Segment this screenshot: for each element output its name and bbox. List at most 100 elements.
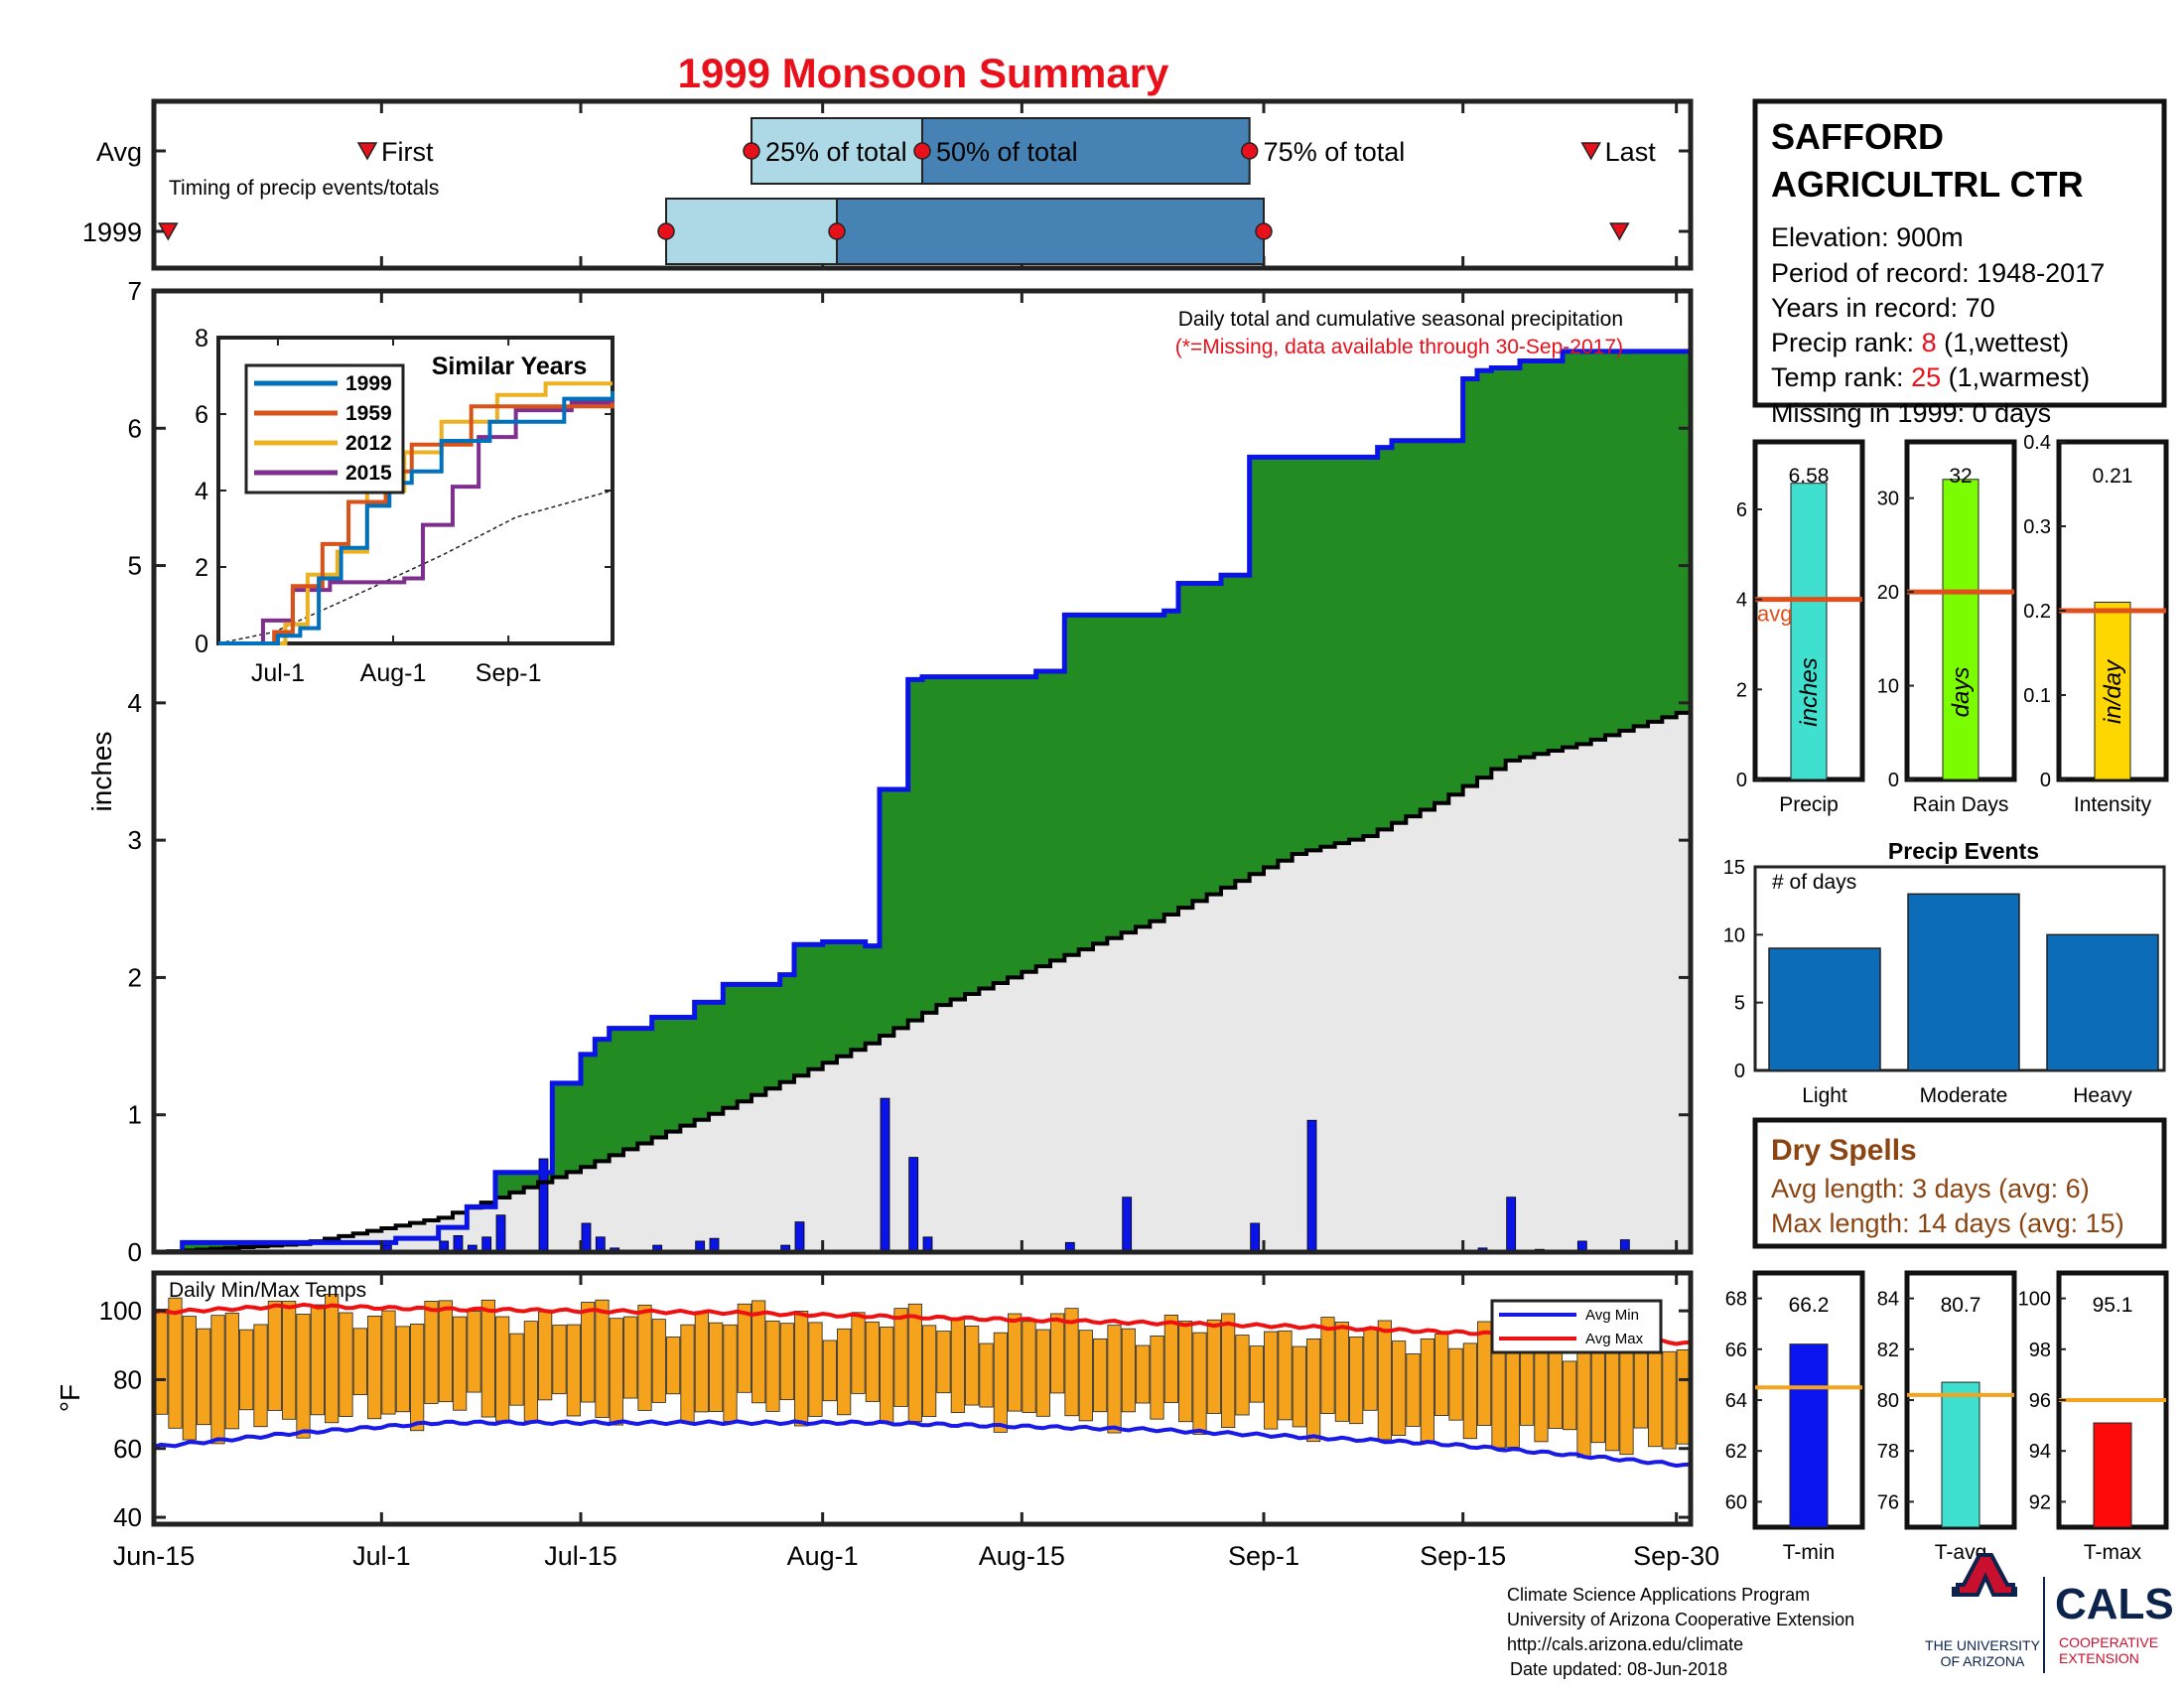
daily-temp-range-bar [267, 1300, 282, 1411]
precip-event-bar [1768, 947, 1881, 1071]
daily-temp-range-bar [779, 1323, 794, 1401]
avg-min-line [153, 1419, 1692, 1469]
date-axis-tick-label: Aug-1 [787, 1541, 859, 1571]
daily-temp-range-bar [410, 1324, 425, 1432]
precip-event-bar [1907, 893, 2020, 1071]
daily-temp-range-bar [438, 1300, 453, 1403]
timing-last-label: Last [1605, 137, 1657, 167]
station-elevation: Elevation: 900m [1771, 222, 1964, 252]
daily-temp-range-bar [1306, 1338, 1321, 1443]
timing-box-50-75 [921, 117, 1251, 185]
daily-temp-range-bar [480, 1299, 495, 1418]
daily-temp-range-bar [680, 1324, 695, 1424]
dry-spells-title: Dry Spells [1771, 1134, 1917, 1167]
main-chart-frame [151, 288, 1694, 1255]
temp-summary-label-tavg: T-avg [1935, 1541, 1987, 1564]
dry-spells-max-length: Max length: 14 days (avg: 15) [1771, 1208, 2124, 1238]
precip-event-bar [2046, 933, 2159, 1071]
daily-temp-range-bar [367, 1315, 382, 1420]
daily-temp-range-bar [1505, 1342, 1520, 1448]
precip-event-label: Heavy [2073, 1084, 2132, 1107]
daily-temp-range-bar [1548, 1346, 1563, 1429]
daily-temp-range-bar [395, 1326, 410, 1413]
daily-temp-range-bar [339, 1312, 353, 1417]
precip-events-ylabel: # of days [1772, 871, 1856, 894]
daily-temp-range-bar [1078, 1330, 1093, 1422]
precip-event-label: Moderate [1920, 1084, 2008, 1107]
temp-summary-label-tmin: T-min [1783, 1541, 1836, 1564]
daily-temp-range-bar [637, 1304, 652, 1411]
station-name-line1: SAFFORD [1771, 116, 1944, 157]
summary-label-intensity: Intensity [2074, 793, 2152, 816]
temp-summary-value-tmin: 66.2 [1789, 1294, 1830, 1317]
daily-temp-range-bar [552, 1325, 567, 1395]
daily-temp-range-bar [1235, 1335, 1250, 1416]
summary-label-precip: Precip [1779, 793, 1839, 816]
date-axis-labels: Jun-15 Jul-1 Jul-15 Aug-1 Aug-15 Sep-1 Sep-15 S… [113, 1541, 1719, 1571]
daily-temp-range-bar [1093, 1338, 1108, 1413]
temp-summary-bar-tmin [1789, 1343, 1829, 1528]
timing-percentile-marker [657, 222, 675, 240]
daily-temp-range-bar [1334, 1322, 1349, 1422]
temp-summary-value-tavg: 80.7 [1941, 1294, 1981, 1317]
inset-y-tick-label: 8 [195, 325, 208, 353]
timing-row-label-avg: Avg [96, 137, 142, 167]
temp-legend-box [1490, 1299, 1663, 1354]
timing-percentile-marker [743, 142, 760, 160]
summary-bar-intensity [2094, 602, 2131, 780]
temp-chart-layer [153, 1294, 1692, 1469]
summary-tick-label-raindays: 30 [1877, 489, 1899, 510]
inset-legend-label: 1959 [345, 402, 392, 425]
timing-first-label: First [381, 137, 434, 167]
daily-temp-range-bar [865, 1321, 880, 1402]
daily-temp-range-bar [1008, 1313, 1023, 1412]
daily-temp-range-bar [467, 1311, 481, 1393]
timing-25-label: 25% of total [765, 137, 907, 167]
temp-y-tick-label: 60 [113, 1434, 142, 1464]
daily-temp-range-bar [1163, 1315, 1178, 1403]
ua-logo-line2: OF ARIZONA [1941, 1653, 2025, 1669]
summary-tick-label-precip: 2 [1736, 679, 1747, 701]
timing-box-25-50 [665, 198, 838, 265]
surplus-precip-fill [154, 351, 1691, 1252]
daily-temp-range-bar [538, 1311, 553, 1401]
inset-x-tick-label: Aug-1 [360, 659, 427, 687]
daily-temp-range-bar [197, 1328, 211, 1426]
temp-summary-tick-label-tavg: 76 [1877, 1491, 1899, 1513]
daily-temp-range-bar [210, 1315, 225, 1445]
cals-logo-sub2: EXTENSION [2059, 1650, 2139, 1666]
temp-legend-min-label: Avg Min [1585, 1307, 1639, 1324]
timing-percentile-marker [1240, 142, 1259, 160]
daily-temp-range-bar [239, 1329, 254, 1411]
daily-temp-range-bar [495, 1316, 510, 1422]
summary-tick-label-precip: 4 [1736, 590, 1747, 612]
daily-temp-range-bar [851, 1312, 866, 1394]
date-axis-tick-label: Sep-15 [1420, 1541, 1506, 1571]
main-y-tick-label: 5 [128, 551, 142, 581]
daily-temp-range-bar [1434, 1334, 1449, 1416]
daily-precip-bar [880, 1097, 890, 1253]
temp-summary-tick-label-tmin: 62 [1725, 1441, 1747, 1463]
timing-first-last-marker [1580, 142, 1601, 161]
temp-y-tick-label: 80 [113, 1364, 142, 1394]
inset-legend-label: 2012 [345, 432, 392, 455]
inset-legend-label: 1999 [345, 372, 392, 395]
inset-y-tick-label: 0 [195, 631, 208, 658]
daily-temp-range-bar [1192, 1332, 1207, 1435]
main-chart-note-line1: Daily total and cumulative seasonal prec… [1178, 308, 1623, 331]
dry-spells-box [1752, 1117, 2167, 1249]
daily-temp-range-bar [808, 1322, 823, 1417]
summary-bar-precip [1790, 483, 1828, 780]
main-y-tick-label: 2 [128, 962, 142, 992]
daily-temp-range-bar [1462, 1342, 1477, 1440]
temp-chart-frame [151, 1270, 1694, 1527]
daily-precip-bar [1122, 1197, 1133, 1253]
summary-tick-label-intensity: 0.1 [2023, 685, 2051, 707]
precip-event-label: Light [1802, 1084, 1847, 1107]
observed-cumulative-line [154, 349, 1691, 1255]
inset-series-line-1999 [218, 390, 614, 645]
timing-50-label: 50% of total [936, 137, 1078, 167]
daily-temp-range-bar [922, 1325, 937, 1417]
temp-chart-axis: 40 60 80 100 [99, 1273, 1691, 1532]
main-y-tick-label: 6 [128, 413, 142, 443]
